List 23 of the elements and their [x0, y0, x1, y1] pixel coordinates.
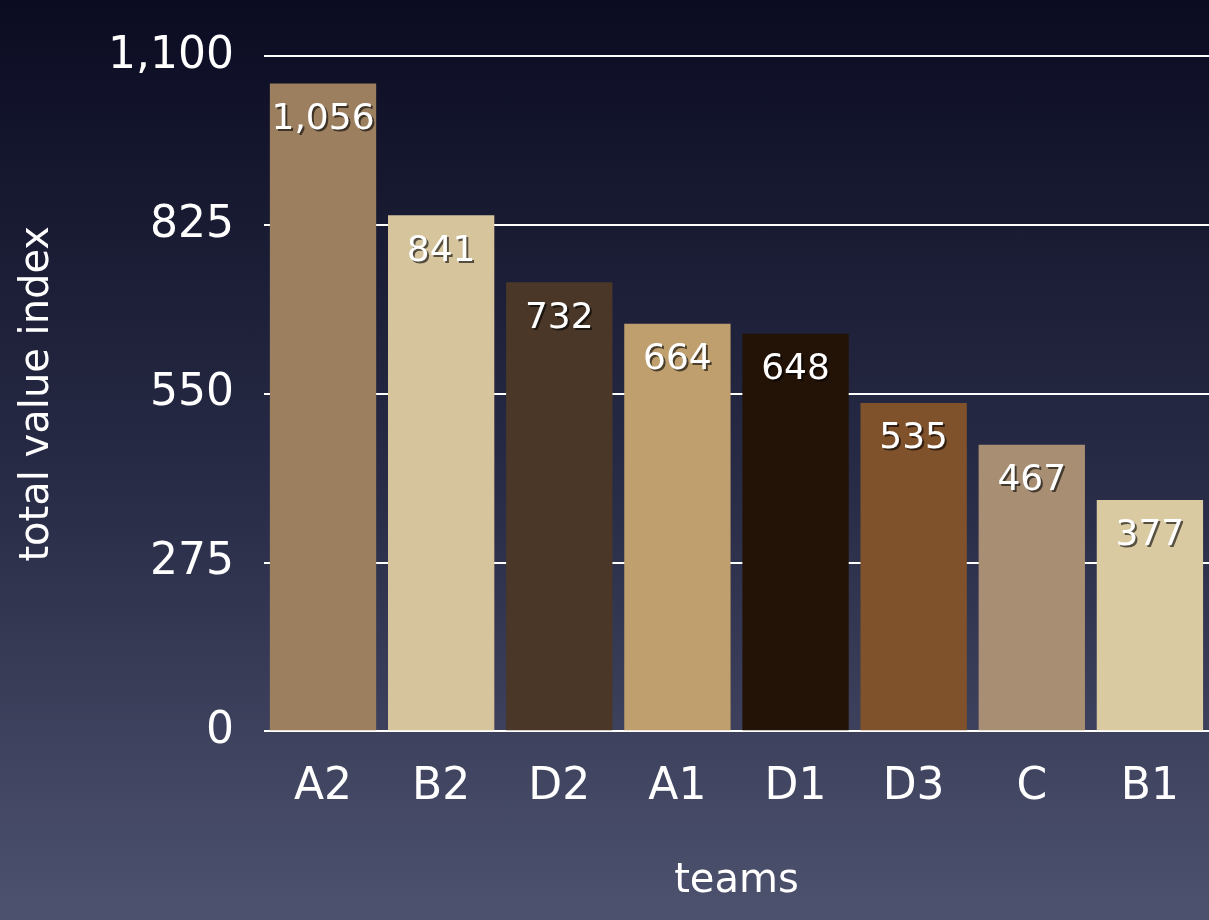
data-label: 841 [406, 227, 476, 269]
data-label: 648 [761, 346, 830, 388]
y-tick-label: 550 [149, 364, 234, 416]
data-label: 664 [643, 336, 712, 378]
y-tick-label: 1,100 [107, 26, 234, 78]
data-label: 535 [879, 415, 949, 457]
x-axis-title: teams [674, 855, 799, 902]
x-tick-label: B2 [412, 758, 471, 810]
x-tick-label: B1 [1120, 758, 1179, 810]
x-tick-label: C [1016, 758, 1048, 810]
data-label: 1,056 [271, 95, 375, 137]
x-tick-label: D2 [528, 758, 591, 810]
x-tick-label: A1 [648, 758, 707, 810]
x-tick-label: D3 [882, 758, 945, 810]
y-axis-title: total value index [11, 226, 58, 562]
data-label: 467 [997, 457, 1067, 499]
y-tick-label: 0 [205, 701, 234, 753]
x-tick-label: A2 [293, 758, 353, 810]
data-label: 377 [1115, 512, 1185, 554]
x-tick-label: D1 [764, 758, 827, 810]
data-label: 732 [524, 294, 594, 336]
y-tick-label: 275 [149, 532, 234, 584]
y-tick-label: 825 [149, 195, 234, 247]
